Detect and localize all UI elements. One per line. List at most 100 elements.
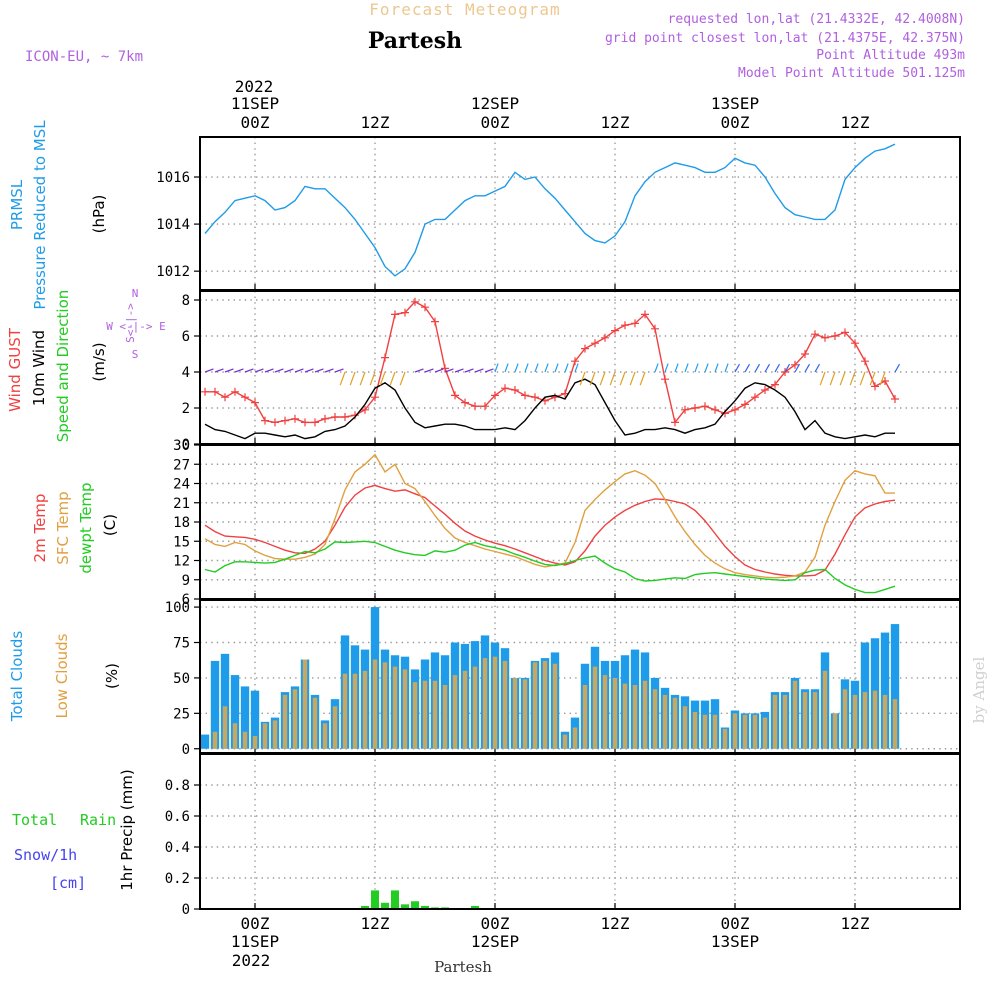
- gust-marker: [321, 414, 329, 423]
- wind-arrow: [879, 371, 886, 386]
- y-tick-label: 12: [173, 554, 190, 570]
- gust-marker: [851, 339, 859, 348]
- bottom-hour-label: 00Z: [721, 914, 750, 933]
- gust-marker: [361, 405, 369, 414]
- gust-marker: [201, 387, 209, 396]
- series-sfc-temp: [204, 453, 895, 579]
- wind-arrow: [554, 363, 559, 373]
- gust-marker: [761, 386, 769, 394]
- low-cloud-bar: [332, 706, 338, 749]
- wind-arrow: [264, 368, 274, 373]
- gust-marker: [401, 308, 409, 317]
- wind-arrow: [254, 368, 264, 373]
- gust-marker: [301, 418, 309, 427]
- total-cloud-bar: [220, 653, 230, 749]
- point-altitude: Point Altitude 493m: [816, 48, 965, 63]
- y-tick-label: 2: [182, 401, 190, 417]
- gust-marker: [811, 330, 819, 339]
- wind-arrow: [754, 363, 761, 373]
- gust-marker: [841, 328, 849, 337]
- wind-unit-label: (m/s): [90, 342, 108, 381]
- y-tick-label: 1016: [156, 170, 190, 186]
- wind-arrow: [609, 371, 616, 386]
- wind-arrow: [234, 368, 244, 373]
- total-rain-label-b: Rain: [80, 811, 116, 829]
- gust-marker: [801, 350, 809, 358]
- wind-arrow: [794, 363, 801, 373]
- low-cloud-bar: [602, 675, 608, 749]
- gust-marker: [251, 398, 259, 407]
- wind-arrow: [724, 363, 729, 373]
- gust-marker: [341, 413, 349, 421]
- low-cloud-bar: [232, 723, 238, 749]
- y-tick-label: 8: [182, 293, 190, 309]
- gust-marker: [681, 405, 689, 414]
- wind-dir-label: Speed and Direction: [54, 290, 72, 443]
- low-cloud-bar: [512, 677, 518, 749]
- low-cloud-bar: [422, 680, 428, 749]
- low-cloud-bar: [842, 689, 848, 749]
- top-day-label: 12SEP: [471, 94, 519, 113]
- prmsl-label: PRMSL: [8, 179, 26, 230]
- wind-arrow: [369, 371, 376, 386]
- low-cloud-bar: [652, 689, 658, 749]
- wind-arrow: [849, 371, 856, 386]
- low-cloud-bar: [742, 714, 748, 749]
- y-tick-label: 0: [182, 437, 190, 453]
- wind-arrow: [599, 371, 606, 386]
- low-cloud-bar: [612, 677, 618, 749]
- gust-marker: [861, 357, 869, 366]
- y-tick-label: 25: [173, 706, 190, 722]
- wind-arrow: [744, 363, 751, 373]
- y-tick-label: 1014: [156, 217, 190, 233]
- wind-arrow: [454, 368, 464, 373]
- wind-arrow: [839, 371, 846, 386]
- low-cloud-bar: [802, 692, 808, 749]
- wind-arrow: [334, 368, 344, 373]
- gust-marker: [491, 391, 499, 400]
- total-cloud-bar: [240, 686, 250, 749]
- total-cloud-bar: [250, 690, 260, 749]
- low-cloud-bar: [282, 694, 288, 749]
- temp-sfc-label: SFC Temp: [54, 491, 72, 564]
- gust-marker: [271, 418, 279, 427]
- low-cloud-bar: [322, 723, 328, 749]
- compass-n: N: [132, 287, 139, 300]
- wind-arrow: [564, 363, 569, 373]
- wind-arrow: [294, 368, 304, 373]
- panel-frame: [199, 290, 961, 445]
- wind-arrow: [379, 371, 386, 386]
- wind-arrow: [629, 371, 636, 386]
- gust-marker: [241, 393, 249, 402]
- wind-arrow: [694, 363, 699, 373]
- wind-arrow: [444, 368, 454, 373]
- super-title: Forecast Meteogram: [369, 0, 560, 19]
- gust-marker: [291, 414, 299, 423]
- gust-marker: [791, 360, 799, 369]
- y-tick-label: 0.8: [165, 778, 190, 794]
- wind-arrow: [399, 371, 406, 386]
- grid-point-coords: grid point closest lon,lat (21.4375E, 42…: [605, 31, 965, 46]
- gust-marker: [381, 353, 389, 362]
- y-tick-label: 0.2: [165, 871, 190, 887]
- wind-arrow: [574, 363, 579, 373]
- y-tick-label: 0: [182, 742, 190, 758]
- wind-arrow: [504, 363, 509, 373]
- wind-arrow: [734, 363, 741, 373]
- gust-marker: [411, 297, 419, 306]
- rain-bar: [421, 905, 429, 909]
- low-cloud-bar: [212, 731, 218, 749]
- low-cloud-bar: [792, 680, 798, 749]
- rain-bar: [471, 905, 479, 909]
- top-hour-label: 12Z: [841, 113, 870, 132]
- low-cloud-bar: [252, 736, 258, 749]
- low-cloud-bar: [522, 679, 528, 749]
- compass-we-label: W <-|-> E: [106, 320, 166, 333]
- low-cloud-bar: [882, 694, 888, 749]
- y-tick-label: 50: [173, 671, 190, 687]
- temp-unit-label: (C): [101, 514, 119, 536]
- gust-marker: [551, 393, 559, 402]
- bottom-hour-label: 12Z: [361, 914, 390, 933]
- low-cloud-bar: [892, 699, 898, 749]
- low-cloud-bar: [732, 713, 738, 749]
